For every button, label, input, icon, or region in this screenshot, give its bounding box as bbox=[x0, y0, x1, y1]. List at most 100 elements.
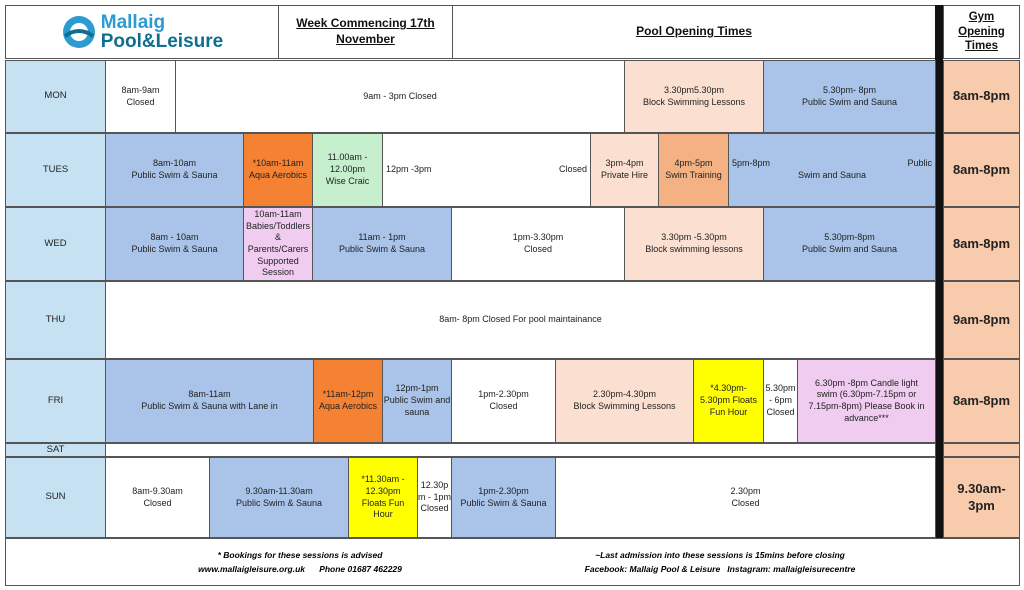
session-text: 6.30pm -8pm Candle light bbox=[814, 377, 919, 388]
session-text: Closed bbox=[420, 503, 449, 514]
session-text: 1pm-2.30pm bbox=[478, 485, 529, 496]
gym-hours: 8am-8pm bbox=[943, 133, 1020, 207]
logo-icon bbox=[62, 16, 95, 48]
day-label: TUES bbox=[5, 133, 106, 207]
session-text: 5.30pm- 8pm bbox=[822, 84, 877, 95]
week-line: Week Commencing 17th bbox=[296, 16, 435, 31]
session-text: Swim Training bbox=[665, 170, 722, 180]
session-text: 12pm-1pm bbox=[395, 383, 439, 394]
session-text: *11.30am - bbox=[361, 474, 405, 485]
footer-right: ~Last admission into these sessions is 1… bbox=[540, 549, 900, 576]
day-text: WED bbox=[44, 237, 67, 249]
gym-text: 8am-8pm bbox=[952, 161, 1011, 177]
footer-text: www.mallaigleisure.org.uk Phone 01687 46… bbox=[198, 563, 402, 574]
session: 8am - 10am Public Swim & Sauna bbox=[105, 207, 244, 281]
session-text: Public Swim & Sauna bbox=[131, 170, 218, 180]
session-text: 2.30pm bbox=[730, 485, 761, 496]
footer-text: ~Last admission into these sessions is 1… bbox=[595, 550, 845, 560]
session-text: Closed bbox=[143, 497, 172, 508]
session: 3.30pm -5.30pm Block swimming lessons bbox=[624, 207, 764, 281]
session-text: Aqua Aerobics bbox=[248, 170, 308, 180]
session-text: Parents/Carers bbox=[247, 244, 309, 254]
session-text: 5.30pm bbox=[765, 383, 796, 394]
footer-left: * Bookings for these sessions is advised… bbox=[150, 549, 450, 576]
footer-text: * Bookings for these sessions is advised bbox=[217, 550, 383, 560]
session: *4.30pm- 5.30pm Floats Fun Hour bbox=[693, 359, 764, 443]
session-text: Floats Fun bbox=[361, 497, 405, 508]
pool-title: Pool Opening Times bbox=[452, 5, 936, 59]
session-text: *11am-12pm bbox=[322, 389, 374, 400]
session-text: 5.30pm Floats bbox=[699, 395, 758, 406]
session-row: 5pm-8pm Public bbox=[729, 158, 935, 170]
logo: Mallaig Pool&Leisure bbox=[5, 5, 279, 59]
session-text: 12pm -3pm bbox=[386, 164, 432, 175]
session-text: *4.30pm- bbox=[710, 383, 747, 394]
session-text: 8am-11am bbox=[188, 389, 231, 400]
session: 4pm-5pm Swim Training bbox=[658, 133, 729, 207]
session-text: 7.15pm-8pm) Please Book in bbox=[808, 401, 925, 411]
session-text: Public Swim & Sauna with Lane in bbox=[141, 401, 278, 411]
session: *11.30am -12.30pm Floats Fun Hour bbox=[348, 457, 418, 538]
gym-hours: 8am-8pm bbox=[943, 207, 1020, 281]
session bbox=[105, 443, 936, 457]
session-text: m - 1pm bbox=[418, 491, 452, 502]
session-text: Closed bbox=[766, 406, 795, 417]
session: 5.30pm - 6pm Closed bbox=[763, 359, 798, 443]
week-line: November bbox=[336, 32, 395, 46]
session-text: 12.30pm bbox=[365, 485, 401, 496]
session-text: Private Hire bbox=[600, 170, 648, 180]
session: 12pm -3pm Closed bbox=[382, 133, 591, 207]
session-text: 2.30pm-4.30pm bbox=[592, 389, 657, 400]
session-text: Closed bbox=[489, 401, 518, 411]
session-text: 3.30pm5.30pm bbox=[663, 84, 725, 95]
day-text: FRI bbox=[47, 394, 64, 406]
session-text: Public bbox=[907, 158, 932, 169]
session-text: Closed bbox=[126, 96, 155, 107]
session-text: Public Swim & Sauna bbox=[131, 244, 218, 254]
session: 1pm-3.30pm Closed bbox=[451, 207, 625, 281]
session-text: Supported bbox=[257, 255, 299, 266]
session-text: Block swimming lessons bbox=[645, 244, 743, 254]
session: 11.00am -12.00pm Wise Craic bbox=[312, 133, 383, 207]
session: 8am-10am Public Swim & Sauna bbox=[105, 133, 244, 207]
day-label: SUN bbox=[5, 457, 106, 538]
session-text: Closed bbox=[731, 497, 760, 508]
session-text: 8am- 8pm Closed For pool maintainance bbox=[439, 314, 602, 325]
session-text: 11.00am - bbox=[327, 152, 368, 163]
gym-text: 8am-8pm bbox=[952, 88, 1011, 104]
session-text: 3.30pm -5.30pm bbox=[661, 232, 727, 243]
session: 11am - 1pm Public Swim & Sauna bbox=[312, 207, 452, 281]
gym-hours: 8am-8pm bbox=[943, 359, 1020, 443]
session: 5pm-8pm Public Swim and Sauna bbox=[728, 133, 936, 207]
session-text: Closed bbox=[558, 164, 587, 175]
session-text: Closed bbox=[523, 244, 552, 254]
gym-hours: 9.30am-3pm bbox=[943, 457, 1020, 538]
session: 5.30pm- 8pm Public Swim and Sauna bbox=[763, 60, 936, 133]
day-text: TUES bbox=[42, 163, 69, 175]
session: 9am - 3pm Closed bbox=[175, 60, 625, 133]
session-text: 9.30am-11.30am bbox=[245, 485, 313, 496]
footer bbox=[5, 538, 1020, 586]
session-text: & bbox=[274, 232, 281, 243]
session: *10am-11am Aqua Aerobics bbox=[243, 133, 313, 207]
session-text: 1pm-3.30pm bbox=[512, 232, 564, 243]
session: 10am-11am Babies/Toddlers & Parents/Carers S… bbox=[243, 207, 313, 281]
session-text: Fun Hour bbox=[709, 406, 748, 417]
day-text: SUN bbox=[45, 491, 66, 503]
session-text: *10am-11am bbox=[252, 158, 304, 169]
pool-title-text: Pool Opening Times bbox=[636, 24, 752, 39]
session-text: 8am-9am bbox=[121, 84, 160, 95]
day-label: THU bbox=[5, 281, 106, 359]
session-text: Hour bbox=[373, 509, 393, 520]
session: 3.30pm5.30pm Block Swimming Lessons bbox=[624, 60, 764, 133]
session-text: Public Swim & Sauna bbox=[235, 497, 323, 508]
gym-title-line: Times bbox=[964, 40, 999, 53]
session-text: 10am-11am bbox=[254, 208, 302, 219]
session-text: Session bbox=[261, 267, 295, 278]
gym-hours: 8am-8pm bbox=[943, 60, 1020, 133]
session-text: Public Swim & Sauna bbox=[460, 497, 547, 508]
session-text: advance*** bbox=[844, 412, 889, 423]
gym-text: 9.30am-3pm bbox=[957, 480, 1006, 513]
logo-line2: Pool&Leisure bbox=[100, 31, 224, 52]
